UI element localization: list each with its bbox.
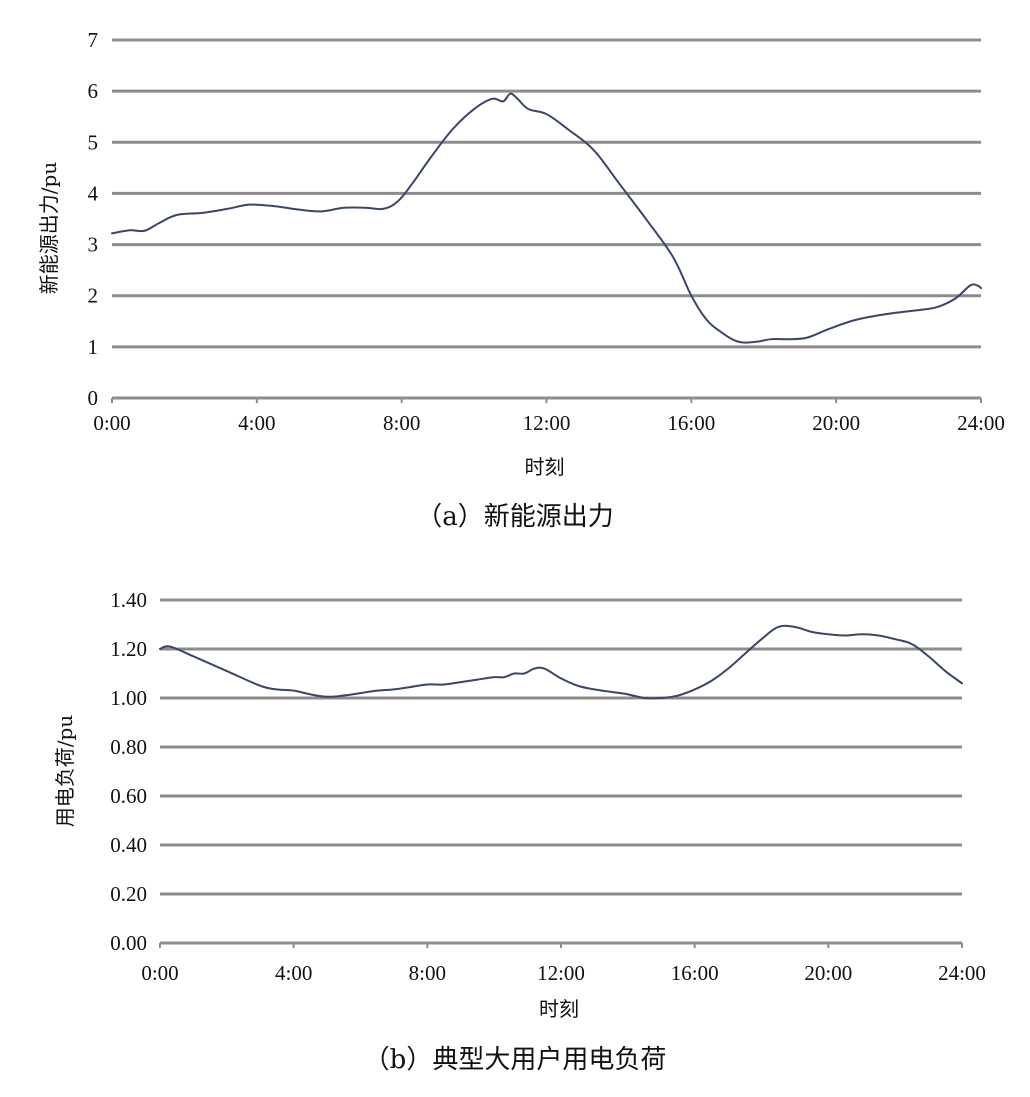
x-tick-label: 8:00 xyxy=(383,411,420,435)
y-tick-label: 0.40 xyxy=(110,833,147,857)
x-tick-label: 24:00 xyxy=(938,961,986,985)
x-tick-label: 8:00 xyxy=(409,961,446,985)
x-tick-label: 12:00 xyxy=(523,411,571,435)
y-axis-title: 用电负荷/pu xyxy=(53,715,77,828)
x-tick-label: 4:00 xyxy=(275,961,312,985)
y-tick-label: 4 xyxy=(88,181,99,205)
y-tick-label: 1.00 xyxy=(110,686,147,710)
y-tick-label: 2 xyxy=(88,284,99,308)
y-tick-label: 3 xyxy=(88,233,99,257)
series-line xyxy=(111,92,982,344)
x-tick-label: 12:00 xyxy=(537,961,585,985)
y-tick-label: 0.00 xyxy=(110,931,147,955)
y-tick-label: 0.20 xyxy=(110,882,147,906)
chart-a-new-energy-output: 0 1 2 3 4 5 6 7 0:00 4:00 8:00 12:00 16:00 20:00 24:00… xyxy=(37,28,1005,532)
x-tick-label: 24:00 xyxy=(957,411,1005,435)
y-tick-label: 0.60 xyxy=(110,784,147,808)
y-tick-label: 1 xyxy=(88,335,99,359)
y-tick-label: 7 xyxy=(88,28,99,52)
y-tick-label: 5 xyxy=(88,130,99,154)
x-tick-label: 20:00 xyxy=(804,961,852,985)
x-tick-label: 20:00 xyxy=(812,411,860,435)
x-tick-label: 16:00 xyxy=(667,411,715,435)
y-tick-label: 0 xyxy=(88,386,99,410)
x-tick-label: 0:00 xyxy=(141,961,178,985)
chart-caption: （b）典型大用户用电负荷 xyxy=(364,1045,667,1075)
y-tick-label: 1.40 xyxy=(110,588,147,612)
y-tick-label: 1.20 xyxy=(110,637,147,661)
y-tick-label: 0.80 xyxy=(110,735,147,759)
x-tick-label: 0:00 xyxy=(93,411,130,435)
series-line xyxy=(159,624,963,700)
y-tick-label: 6 xyxy=(88,79,99,103)
chart-b-user-load: 0.00 0.20 0.40 0.60 0.80 1.00 1.20 1.40 0:00 4:00… xyxy=(53,588,986,1075)
x-tick-label: 4:00 xyxy=(238,411,275,435)
x-axis-title: 时刻 xyxy=(525,455,565,479)
y-axis-title: 新能源出力/pu xyxy=(37,162,61,295)
chart-caption: （a）新能源出力 xyxy=(416,502,614,532)
x-tick-label: 16:00 xyxy=(671,961,719,985)
x-axis-title: 时刻 xyxy=(539,997,579,1021)
